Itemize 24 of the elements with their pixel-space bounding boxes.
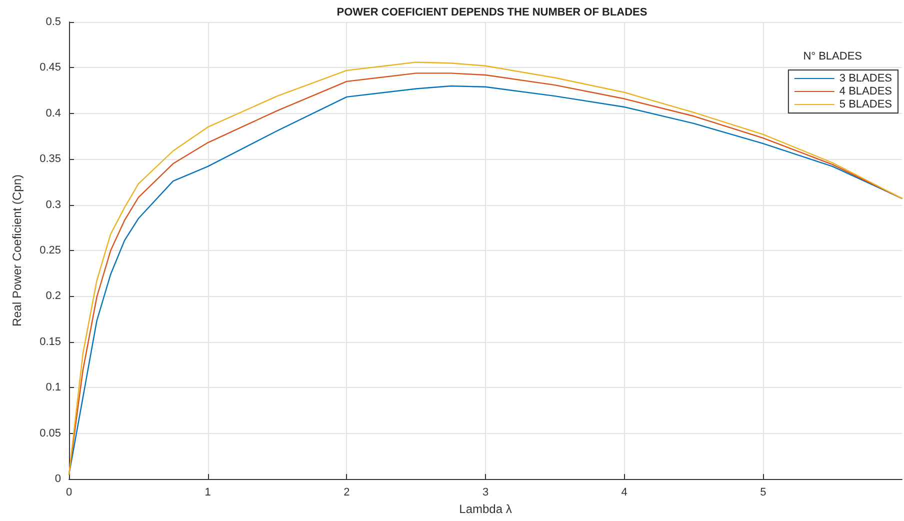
x-tick-label: 4 [621,486,628,498]
x-tick-label: 0 [66,486,72,498]
y-tick-label: 0.05 [40,427,61,440]
y-tick-label: 0.4 [46,107,61,120]
y-axis-title: Real Power Coeficient (Cpn) [10,174,24,327]
y-tick-label: 0.15 [40,336,61,348]
chart-title: POWER COEFICIENT DEPENDS THE NUMBER OF BLADES [336,6,648,18]
x-tick-label: 5 [760,486,766,498]
y-tick-label: 0.2 [46,290,61,302]
y-tick-label: 0.5 [46,16,61,28]
y-tick-label: 0.45 [40,62,61,74]
y-tick-label: 0.35 [40,153,61,166]
legend-label: 4 BLADES [839,86,892,98]
y-tick-label: 0 [54,473,61,485]
legend-label: 3 BLADES [839,72,892,84]
legend-label: 5 BLADES [839,98,892,110]
y-tick-label: 0.3 [46,198,61,211]
legend-title: N° BLADES [803,50,862,62]
y-tick-label: 0.25 [40,244,61,256]
x-tick-label: 1 [204,486,211,498]
y-tick-label: 0.1 [46,382,61,394]
x-axis-title: Lambda λ [459,502,512,516]
x-tick-label: 3 [482,486,489,498]
x-tick-label: 2 [344,486,350,498]
